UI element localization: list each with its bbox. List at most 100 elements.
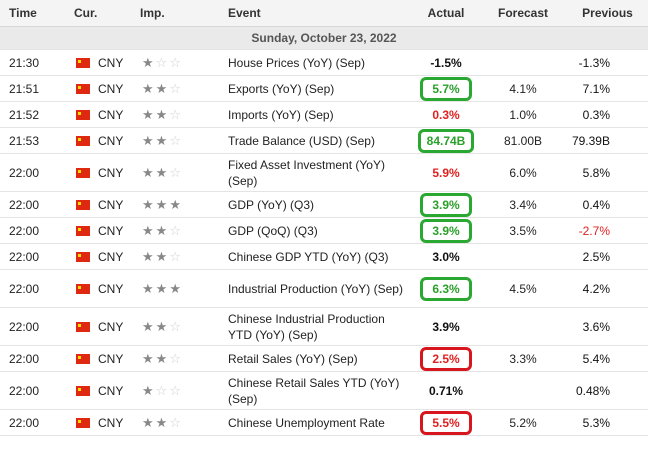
header-row: Time Cur. Imp. Event Actual Forecast Pre… [0, 0, 648, 27]
star-filled-icon: ★ [142, 280, 156, 296]
event-forecast: 1.0% [485, 101, 561, 128]
event-row[interactable]: 21:53 CNY ★★☆ Trade Balance (USD) (Sep) 84.7… [0, 127, 648, 154]
event-name[interactable]: GDP (YoY) (Q3) [224, 191, 407, 218]
event-time: 21:53 [0, 127, 70, 154]
star-empty-icon: ☆ [155, 382, 170, 398]
star-empty-icon: ☆ [155, 54, 170, 70]
event-name[interactable]: Industrial Production (YoY) (Sep) [224, 269, 407, 308]
highlighted-actual-value: 2.5% [420, 346, 472, 371]
event-time: 22:00 [0, 345, 70, 372]
event-previous: 2.5% [561, 243, 648, 270]
event-currency: CNY [70, 101, 136, 128]
event-time: 22:00 [0, 217, 70, 244]
actual-value: 3.0% [432, 249, 460, 264]
event-row[interactable]: 21:52 CNY ★★☆ Imports (YoY) (Sep) 0.3% 1.0% 0.… [0, 101, 648, 128]
event-actual: 0.3% [407, 101, 485, 128]
currency-code: CNY [98, 223, 124, 238]
event-name[interactable]: Trade Balance (USD) (Sep) [224, 127, 407, 154]
actual-value: 0.3% [432, 107, 460, 122]
star-filled-icon: ★ [169, 196, 183, 212]
star-filled-icon: ★ [142, 196, 156, 212]
star-filled-icon: ★ [142, 132, 156, 148]
event-actual: 84.74B [407, 127, 485, 154]
currency-code: CNY [98, 281, 124, 296]
event-importance: ★★☆ [136, 243, 224, 270]
date-row: Sunday, October 23, 2022 [0, 26, 648, 50]
star-empty-icon: ☆ [169, 318, 183, 334]
event-row[interactable]: 22:00 CNY ★★☆ Chinese Industrial Production… [0, 307, 648, 346]
star-filled-icon: ★ [155, 318, 170, 334]
event-name[interactable]: Chinese Industrial Production YTD (YoY) … [224, 307, 407, 346]
event-forecast [485, 49, 561, 76]
event-time: 22:00 [0, 243, 70, 270]
star-filled-icon: ★ [142, 164, 156, 180]
event-name[interactable]: Retail Sales (YoY) (Sep) [224, 345, 407, 372]
col-currency[interactable]: Cur. [70, 0, 136, 27]
event-importance: ★★★ [136, 191, 224, 218]
event-name[interactable]: House Prices (YoY) (Sep) [224, 49, 407, 76]
china-flag-icon [76, 283, 90, 294]
event-time: 22:00 [0, 269, 70, 308]
star-filled-icon: ★ [155, 248, 170, 264]
col-actual[interactable]: Actual [407, 0, 485, 27]
event-forecast [485, 371, 561, 410]
event-actual: 0.71% [407, 371, 485, 410]
event-row[interactable]: 22:00 CNY ★★☆ Chinese GDP YTD (YoY) (Q3) 3.0… [0, 243, 648, 270]
event-row[interactable]: 22:00 CNY ★★★ Industrial Production (YoY) (… [0, 269, 648, 308]
event-time: 21:52 [0, 101, 70, 128]
event-row[interactable]: 22:00 CNY ★★☆ Chinese Unemployment Rate 5.5%… [0, 409, 648, 436]
event-row[interactable]: 22:00 CNY ★★☆ Retail Sales (YoY) (Sep) 2.5% 3… [0, 345, 648, 372]
event-previous: 0.4% [561, 191, 648, 218]
event-name[interactable]: Exports (YoY) (Sep) [224, 75, 407, 102]
event-previous: 5.4% [561, 345, 648, 372]
event-row[interactable]: 22:00 CNY ★★☆ GDP (QoQ) (Q3) 3.9% 3.5% -2.7% [0, 217, 648, 244]
event-actual: 3.9% [407, 191, 485, 218]
event-forecast: 3.4% [485, 191, 561, 218]
previous-value: 7.1% [582, 81, 610, 96]
previous-value: 0.3% [582, 107, 610, 122]
col-time[interactable]: Time [0, 0, 70, 27]
star-empty-icon: ☆ [169, 80, 183, 96]
col-event[interactable]: Event [224, 0, 407, 27]
event-name[interactable]: GDP (QoQ) (Q3) [224, 217, 407, 244]
currency-code: CNY [98, 107, 124, 122]
event-actual: 2.5% [407, 345, 485, 372]
event-currency: CNY [70, 217, 136, 244]
event-name[interactable]: Chinese Retail Sales YTD (YoY) (Sep) [224, 371, 407, 410]
star-empty-icon: ☆ [169, 382, 183, 398]
actual-value: 5.9% [432, 165, 460, 180]
highlighted-actual-value: 3.9% [420, 218, 472, 243]
previous-value: 79.39B [571, 133, 610, 148]
event-time: 22:00 [0, 307, 70, 346]
event-name[interactable]: Chinese GDP YTD (YoY) (Q3) [224, 243, 407, 270]
event-name[interactable]: Fixed Asset Investment (YoY) (Sep) [224, 153, 407, 192]
event-currency: CNY [70, 49, 136, 76]
event-currency: CNY [70, 269, 136, 308]
china-flag-icon [76, 109, 90, 120]
col-previous[interactable]: Previous [561, 0, 648, 27]
event-row[interactable]: 21:51 CNY ★★☆ Exports (YoY) (Sep) 5.7% 4.1% 7.… [0, 75, 648, 102]
event-currency: CNY [70, 307, 136, 346]
star-empty-icon: ☆ [169, 54, 183, 70]
col-importance[interactable]: Imp. [136, 0, 224, 27]
event-time: 22:00 [0, 191, 70, 218]
event-currency: CNY [70, 75, 136, 102]
star-empty-icon: ☆ [169, 350, 183, 366]
event-name[interactable]: Imports (YoY) (Sep) [224, 101, 407, 128]
star-filled-icon: ★ [155, 164, 170, 180]
previous-value: 5.3% [582, 415, 610, 430]
event-currency: CNY [70, 345, 136, 372]
actual-value: 0.71% [428, 383, 464, 398]
event-forecast: 5.2% [485, 409, 561, 436]
event-row[interactable]: 22:00 CNY ★☆☆ Chinese Retail Sales YTD (YoY… [0, 371, 648, 410]
previous-value: 0.48% [575, 383, 610, 398]
currency-code: CNY [98, 133, 124, 148]
event-row[interactable]: 22:00 CNY ★★★ GDP (YoY) (Q3) 3.9% 3.4% 0.4% [0, 191, 648, 218]
event-actual: 6.3% [407, 269, 485, 308]
col-forecast[interactable]: Forecast [485, 0, 561, 27]
event-row[interactable]: 22:00 CNY ★★☆ Fixed Asset Investment (YoY) … [0, 153, 648, 192]
event-time: 22:00 [0, 409, 70, 436]
event-name[interactable]: Chinese Unemployment Rate [224, 409, 407, 436]
star-empty-icon: ☆ [169, 106, 183, 122]
event-row[interactable]: 21:30 CNY ★☆☆ House Prices (YoY) (Sep) -1.5%… [0, 49, 648, 76]
